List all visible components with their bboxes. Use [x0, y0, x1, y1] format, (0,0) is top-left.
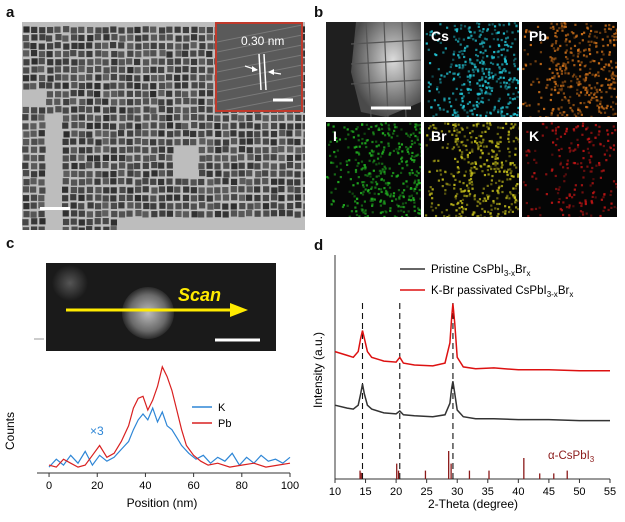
- series-pb-line: [48, 365, 291, 468]
- lattice-fringes: [217, 24, 301, 110]
- legend-pristine: Pristine CsPbI3-xBrx: [431, 264, 530, 278]
- factor-label: ×3: [90, 424, 104, 438]
- x-tick-label: 45: [543, 486, 555, 498]
- x-tick-label: 10: [329, 486, 341, 498]
- pb-map-tile: Pb: [522, 22, 617, 117]
- x-tick-label: 20: [91, 480, 103, 492]
- legend-c: K Pb: [192, 402, 231, 430]
- x-tick-label: 15: [359, 486, 371, 498]
- series-k-line: [48, 406, 291, 468]
- panel-label-b: b: [314, 4, 324, 21]
- legend-passivated: K-Br passivated CsPbI3-xBrx: [431, 285, 573, 299]
- x-tick-label: 25: [421, 486, 433, 498]
- pb-map: [522, 22, 617, 117]
- br-map-label: Br: [431, 128, 447, 144]
- legend-k: K: [218, 402, 226, 414]
- k-map-tile: K: [522, 122, 617, 217]
- x-axis-label-d: 2-Theta (degree): [428, 497, 518, 511]
- i-map: [326, 122, 421, 217]
- x-tick-label: 35: [482, 486, 494, 498]
- pb-map-label: Pb: [529, 28, 547, 44]
- hrtem-inset: 0.30 nm: [215, 22, 303, 112]
- i-map-label: I: [333, 128, 337, 144]
- panel-label-c: c: [6, 235, 15, 252]
- y-axis-label: Counts: [3, 412, 17, 450]
- x-tick-label: 60: [187, 480, 199, 492]
- x-tick-label: 20: [390, 486, 402, 498]
- x-tick-label: 80: [236, 480, 248, 492]
- x-tick-label: 55: [604, 486, 616, 498]
- nanocube-array: [22, 22, 305, 230]
- x-tick-label: 0: [46, 480, 52, 492]
- haadf-image: [326, 22, 421, 117]
- legend-d: Pristine CsPbI3-xBrx K-Br passivated CsP…: [400, 264, 573, 299]
- br-map: [424, 122, 519, 217]
- xrd-chart: 10 15 20 25 30 35 40 45 50 55 Intensity (a.u.) 2-…: [311, 255, 616, 511]
- x-tick-label: 30: [451, 486, 463, 498]
- br-map-tile: Br: [424, 122, 519, 217]
- tem-image: 0.30 nm: [22, 22, 305, 230]
- x-tick-label: 40: [139, 480, 151, 492]
- panel-label-d: d: [314, 237, 324, 254]
- scan-label: Scan: [178, 285, 221, 305]
- legend-pb: Pb: [218, 418, 231, 430]
- x-tick-label: 40: [512, 486, 524, 498]
- k-map: [522, 122, 617, 217]
- haadf-tile: [326, 22, 421, 117]
- d-spacing-label: 0.30 nm: [241, 34, 285, 48]
- i-map-tile: I: [326, 122, 421, 217]
- scan-arrowhead: [230, 303, 248, 317]
- scale-bar: [40, 207, 70, 210]
- nanoparticle: [122, 287, 174, 339]
- y-axis-label-d: Intensity (a.u.): [311, 332, 325, 408]
- stem-inset: Scan: [34, 263, 276, 351]
- reference-label: α-CsPbI3: [548, 450, 595, 464]
- series-pristine-line: [334, 381, 610, 422]
- k-map-label: K: [529, 128, 540, 144]
- cs-map: [424, 22, 519, 117]
- line-scan-chart: Scan 0 20 40 60 80 100 ×3 Counts Position (nm…: [3, 263, 299, 510]
- cs-map-label: Cs: [431, 28, 449, 44]
- cs-map-tile: Cs: [424, 22, 519, 117]
- x-tick-label: 50: [573, 486, 585, 498]
- x-axis-label: Position (nm): [127, 496, 198, 510]
- series-passivated-line: [334, 303, 610, 372]
- panel-label-a: a: [6, 4, 15, 21]
- x-tick-label: 100: [281, 480, 299, 492]
